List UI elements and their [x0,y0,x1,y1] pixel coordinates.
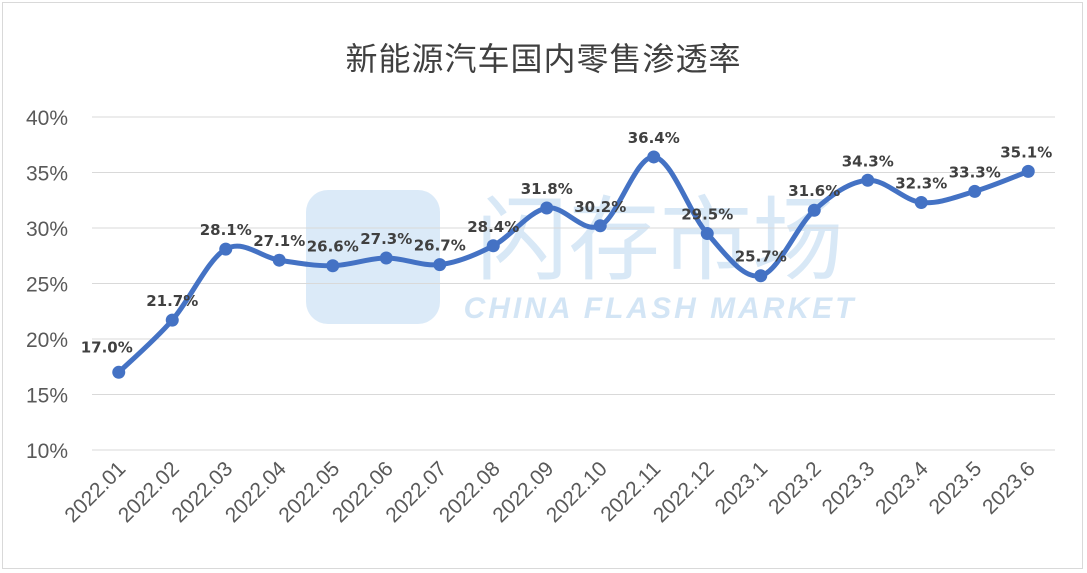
data-label: 25.7% [735,248,787,266]
data-point [433,258,447,272]
data-label: 26.6% [307,238,359,256]
data-point [700,227,714,241]
watermark-chinese: 闪存市场 [476,187,844,294]
data-label: 35.1% [1000,143,1052,161]
y-tick-label: 25% [26,274,68,297]
data-label: 28.1% [200,221,252,239]
data-point [593,219,607,233]
data-point [486,239,500,253]
y-tick-label: 35% [26,163,68,186]
data-label: 34.3% [842,152,894,170]
data-point [861,173,875,187]
y-axis: 10% 15% 20% 25% 30% 35% 40% [26,107,68,463]
data-point [272,253,286,267]
data-point [540,201,554,215]
x-tick-label: 2023.6 [978,457,1040,519]
chart-title: 新能源汽车国内零售渗透率 [345,40,742,78]
data-label: 29.5% [681,206,733,224]
x-tick-label: 2023.4 [871,457,933,519]
y-tick-label: 40% [26,107,68,130]
x-tick-label: 2023.5 [925,457,987,519]
y-tick-label: 15% [26,385,68,408]
data-point [1021,164,1035,178]
data-label: 26.7% [414,237,466,255]
y-tick-label: 20% [26,329,68,352]
data-label: 27.1% [253,232,305,250]
data-label: 28.4% [467,218,519,236]
data-point [379,251,393,265]
data-labels-layer: 17.0% 21.7% 28.1%27.1% 26.6% 27.3% 26.7%28.4%… [81,129,1053,356]
data-point [165,313,179,327]
grid-lines [92,116,1055,451]
data-label: 30.2% [574,198,626,216]
data-label: 32.3% [895,174,947,192]
watermark-english: CHINA FLASH MARKET [464,292,857,325]
data-point [914,195,928,209]
data-label: 17.0% [81,338,133,356]
data-label: 36.4% [628,129,680,147]
x-tick-label: 2023.3 [818,457,880,519]
x-tick-label: 2023.2 [764,457,826,519]
data-point [807,203,821,217]
data-point [968,184,982,198]
data-point [326,259,340,273]
data-point [219,242,233,256]
data-point [754,269,768,283]
y-tick-label: 10% [26,440,68,463]
x-axis: 2022.012022.022022.032022.042022.052022.… [60,457,1039,527]
data-label: 33.3% [949,163,1001,181]
data-label: 27.3% [360,230,412,248]
data-label: 31.6% [788,182,840,200]
x-tick-label: 2023.1 [711,457,773,519]
data-label: 31.8% [521,180,573,198]
data-point [647,150,661,164]
series-layer [112,150,1035,379]
y-tick-label: 30% [26,218,68,241]
data-point [112,365,126,379]
data-label: 21.7% [146,292,198,310]
